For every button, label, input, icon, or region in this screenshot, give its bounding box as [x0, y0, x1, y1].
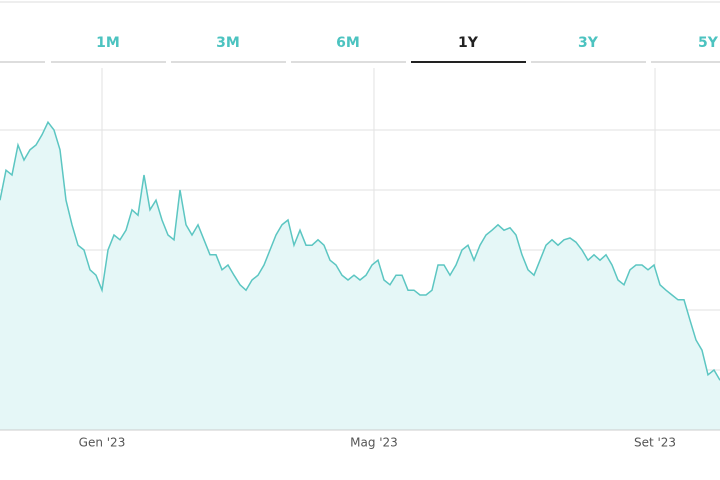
tab[interactable]: 5Y [698, 35, 719, 51]
price-line [0, 120, 720, 381]
area-fill [0, 122, 720, 430]
tab[interactable]: 1M [96, 35, 120, 51]
x-tick-label: Set '23 [634, 436, 676, 450]
tab[interactable]: 3M [216, 35, 240, 51]
tab[interactable]: 3Y [578, 35, 599, 51]
tab[interactable]: 6M [336, 35, 360, 51]
x-tick-label: Mag '23 [350, 436, 398, 450]
x-tick-label: Gen '23 [79, 436, 126, 450]
tab[interactable]: 1Y [458, 35, 479, 51]
